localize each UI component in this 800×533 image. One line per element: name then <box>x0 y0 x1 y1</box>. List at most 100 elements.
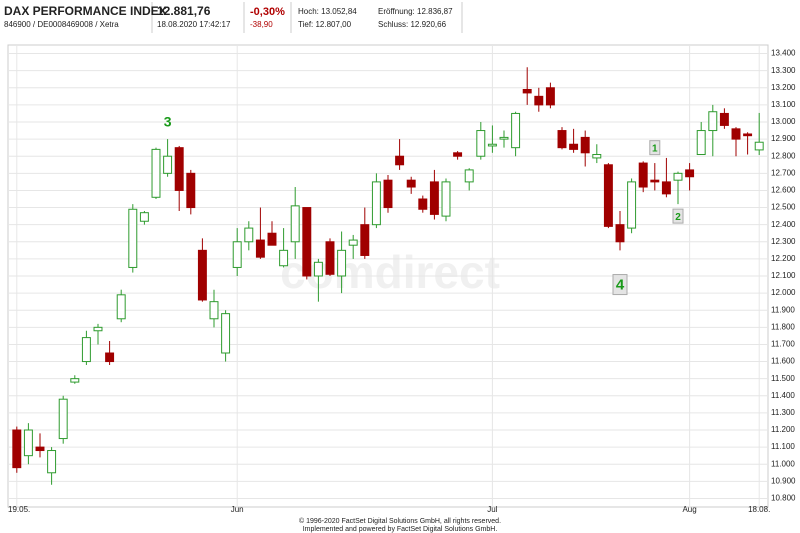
y-tick-label: 11.100 <box>771 442 795 451</box>
candle-body <box>371 181 381 226</box>
x-tick-label: Jun <box>231 505 244 514</box>
y-tick-label: 12.600 <box>771 186 796 195</box>
candle-body <box>754 141 764 151</box>
x-tick-label: Jul <box>487 505 497 514</box>
watermark: comdirect <box>280 246 500 298</box>
candle-body <box>12 429 22 469</box>
candle-body <box>221 313 231 354</box>
y-tick-label: 13.200 <box>771 83 796 92</box>
y-tick-label: 10.800 <box>771 494 796 503</box>
candle-body <box>696 130 706 156</box>
y-tick-label: 11.700 <box>771 340 795 349</box>
candle-body <box>627 181 637 229</box>
candle-body <box>708 111 718 132</box>
candle-body <box>476 130 486 157</box>
x-tick-label: 19.05. <box>8 505 30 514</box>
candle-body <box>197 249 207 301</box>
candle-body <box>116 294 126 320</box>
candle-body <box>325 241 335 275</box>
y-tick-label: 12.900 <box>771 134 796 143</box>
change-pct: -0,30% <box>250 6 285 18</box>
candle-body <box>603 164 613 227</box>
y-tick-label: 12.100 <box>771 271 796 280</box>
candle-body <box>673 172 683 181</box>
y-tick-label: 12.300 <box>771 237 796 246</box>
candle-body <box>290 205 300 243</box>
candle-body <box>302 207 312 277</box>
candle-body <box>580 136 590 154</box>
x-tick-label: Aug <box>682 505 696 514</box>
footer: © 1996-2020 FactSet Digital Solutions Gm… <box>299 517 501 525</box>
price: 12.881,76 <box>157 4 211 18</box>
candle-body <box>163 155 173 174</box>
candle-body <box>255 239 265 258</box>
candle-body <box>360 224 370 256</box>
y-tick-label: 12.700 <box>771 168 796 177</box>
candle-body <box>615 224 625 243</box>
y-tick-label: 13.100 <box>771 100 796 109</box>
candle-body <box>487 143 497 147</box>
candle-body <box>244 227 254 243</box>
candle-body <box>337 249 347 277</box>
y-tick-label: 10.900 <box>771 476 796 485</box>
y-tick-label: 11.000 <box>771 459 795 468</box>
index-id: 846900 / DE0008469008 / Xetra <box>4 20 119 29</box>
candle-body <box>441 181 451 217</box>
y-tick-label: 11.400 <box>771 391 795 400</box>
candle-body <box>383 179 393 209</box>
candle-body <box>522 88 532 94</box>
y-tick-label: 12.500 <box>771 203 796 212</box>
candle-body <box>685 169 695 178</box>
candle-body <box>348 239 358 246</box>
annotation-box <box>612 274 628 296</box>
y-tick-label: 11.800 <box>771 322 795 331</box>
candle-body <box>81 337 91 363</box>
candle-body <box>661 181 671 195</box>
candle-body <box>731 128 741 140</box>
annotation-box <box>649 140 661 156</box>
stat: Tief: 12.807,00 <box>298 20 352 29</box>
annotation: 3 <box>164 114 172 130</box>
y-tick-label: 12.200 <box>771 254 796 263</box>
annotation: 1 <box>652 143 658 154</box>
candle-body <box>313 261 323 277</box>
y-tick-label: 11.500 <box>771 374 795 383</box>
candle-body <box>139 212 149 222</box>
y-tick-label: 13.000 <box>771 117 796 126</box>
candle-body <box>406 179 416 188</box>
y-tick-label: 12.400 <box>771 220 796 229</box>
candle-body <box>743 133 753 137</box>
y-tick-label: 13.300 <box>771 66 796 75</box>
y-tick-label: 11.300 <box>771 408 795 417</box>
candle-body <box>58 398 68 440</box>
candle-body <box>511 112 521 149</box>
y-tick-label: 12.800 <box>771 151 796 160</box>
candle-body <box>719 112 729 126</box>
candle-body <box>534 95 544 106</box>
annotation: 4 <box>616 277 625 294</box>
annotation-box <box>672 208 684 224</box>
candle-body <box>23 429 33 457</box>
candle-body <box>279 249 289 267</box>
candle-body <box>105 352 115 363</box>
candle-body <box>499 136 509 140</box>
candle-body <box>453 152 463 157</box>
candle-body <box>545 87 555 106</box>
candle-body <box>232 241 242 268</box>
candle-body <box>429 181 439 215</box>
y-tick-label: 11.900 <box>771 305 795 314</box>
y-tick-label: 13.400 <box>771 49 796 58</box>
x-tick-label: 18.08. <box>748 505 770 514</box>
y-tick-label: 11.600 <box>771 357 795 366</box>
candle-body <box>186 172 196 209</box>
stat: Schluss: 12.920,66 <box>378 20 447 29</box>
candle-body <box>557 130 567 149</box>
stat: Hoch: 13.052,84 <box>298 7 357 16</box>
candle-body <box>592 154 602 159</box>
y-tick-label: 11.200 <box>771 425 795 434</box>
candle-body <box>209 301 219 320</box>
candle-body <box>151 148 161 198</box>
candle-body <box>47 450 57 474</box>
candle-body <box>93 326 103 332</box>
